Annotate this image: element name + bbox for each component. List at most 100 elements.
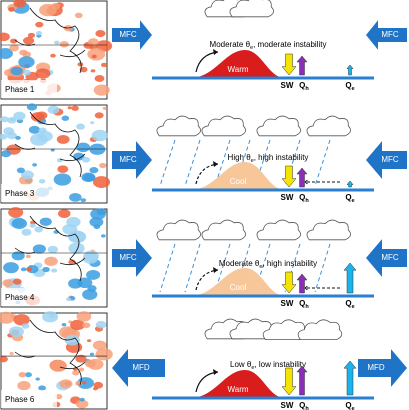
map-anomaly bbox=[21, 267, 27, 271]
map-anomaly bbox=[51, 3, 60, 10]
map-anomaly bbox=[49, 314, 55, 318]
map-anomaly bbox=[0, 116, 9, 122]
map-anomaly bbox=[8, 7, 15, 12]
map-anomaly bbox=[93, 382, 103, 389]
map-anomaly bbox=[8, 207, 23, 218]
map-anomaly bbox=[101, 234, 106, 237]
caption-post: , moderate instability bbox=[253, 40, 326, 49]
map-anomaly bbox=[38, 128, 46, 134]
map-anomaly bbox=[87, 48, 105, 61]
map-anomaly bbox=[32, 163, 37, 166]
label-sub: e bbox=[352, 304, 355, 310]
map-anomaly bbox=[29, 126, 40, 134]
map-anomaly bbox=[92, 130, 108, 141]
map-anomaly bbox=[18, 56, 34, 67]
map-anomaly bbox=[19, 372, 27, 377]
phase-label: Phase 6 bbox=[5, 395, 35, 404]
rain bbox=[315, 140, 330, 186]
cloud bbox=[157, 220, 201, 240]
map-anomaly bbox=[11, 67, 23, 76]
map-anomaly bbox=[19, 50, 27, 56]
map-anomaly bbox=[17, 168, 25, 174]
left-arrow-label: MFC bbox=[119, 155, 137, 164]
label: Qh bbox=[299, 81, 309, 92]
cloud bbox=[202, 220, 246, 240]
cloud bbox=[257, 220, 301, 240]
cloud bbox=[257, 116, 301, 136]
diagram: Phase 1MFCMFCWarmModerate θe, moderate i… bbox=[0, 0, 409, 410]
map-anomaly bbox=[71, 106, 78, 111]
label: Qh bbox=[299, 193, 309, 204]
label-sub: h bbox=[305, 198, 309, 204]
map-anomaly bbox=[89, 217, 103, 227]
caption-pre: Moderate θ bbox=[219, 259, 260, 268]
map-anomaly bbox=[82, 381, 87, 384]
map-anomaly bbox=[91, 69, 96, 72]
right-arrow-label: MFD bbox=[367, 363, 385, 372]
map-anomaly bbox=[62, 323, 67, 326]
map-anomaly bbox=[76, 124, 85, 130]
map-anomaly bbox=[15, 136, 21, 140]
map-anomaly bbox=[51, 268, 57, 272]
caption-pre: Low θ bbox=[230, 360, 252, 369]
phase-label: Phase 3 bbox=[5, 189, 35, 198]
qh-arrow bbox=[297, 56, 307, 75]
map-anomaly bbox=[66, 297, 71, 301]
sw-label: SW bbox=[281, 81, 294, 90]
map-anomaly bbox=[10, 118, 14, 121]
right-arrow-label: MFC bbox=[381, 30, 399, 39]
map-anomaly bbox=[90, 121, 94, 124]
curved-arrow-head bbox=[213, 161, 218, 167]
map-anomaly bbox=[57, 165, 68, 173]
map-anomaly bbox=[69, 193, 82, 202]
sw-arrow bbox=[282, 54, 296, 75]
map-anomaly bbox=[96, 321, 107, 329]
map-anomaly bbox=[22, 323, 30, 328]
map-anomaly bbox=[92, 55, 97, 59]
label: Qe bbox=[345, 81, 354, 92]
cloud bbox=[202, 116, 246, 136]
map-anomaly bbox=[57, 158, 63, 162]
map-anomaly bbox=[59, 379, 72, 388]
map-anomaly bbox=[54, 41, 60, 45]
map-anomaly bbox=[101, 63, 107, 67]
sw-label: SW bbox=[281, 299, 294, 308]
caption: Moderate θe, moderate instability bbox=[210, 40, 327, 51]
map-anomaly bbox=[62, 116, 70, 121]
label: Qh bbox=[299, 299, 309, 310]
left-arrow-label: MFC bbox=[119, 30, 137, 39]
map-anomaly bbox=[30, 224, 36, 228]
map-anomaly bbox=[95, 30, 105, 37]
map-anomaly bbox=[42, 267, 50, 272]
map-anomaly bbox=[58, 209, 71, 218]
map-anomaly bbox=[86, 270, 100, 280]
surface-label: Cool bbox=[230, 283, 247, 292]
caption-post: , high instability bbox=[262, 259, 317, 268]
cloud bbox=[298, 320, 342, 340]
sw-arrow bbox=[282, 166, 296, 187]
map-anomaly bbox=[60, 41, 69, 47]
map-anomaly bbox=[38, 385, 46, 390]
map-anomaly bbox=[13, 279, 22, 285]
qh-arrow bbox=[297, 366, 307, 395]
cloud bbox=[307, 220, 351, 240]
surface-label: Cool bbox=[230, 177, 247, 186]
label-sub: e bbox=[352, 406, 355, 410]
cloud bbox=[307, 116, 351, 136]
caption: Low θe, low instability bbox=[230, 360, 306, 371]
sw-label: SW bbox=[281, 193, 294, 202]
map-anomaly bbox=[54, 173, 72, 185]
label: Qe bbox=[345, 401, 354, 410]
map-anomaly bbox=[3, 262, 19, 273]
map-anomaly bbox=[90, 353, 94, 356]
surface-label: Warm bbox=[227, 385, 248, 394]
map-anomaly bbox=[13, 112, 25, 121]
map-anomaly bbox=[77, 62, 83, 66]
map-anomaly bbox=[95, 112, 104, 118]
curved-arrow-head bbox=[213, 369, 218, 375]
map-anomaly bbox=[72, 370, 79, 375]
cloud bbox=[157, 116, 201, 136]
map-anomaly bbox=[36, 378, 40, 381]
caption-post: , low instability bbox=[254, 360, 306, 369]
map-anomaly bbox=[66, 217, 80, 227]
